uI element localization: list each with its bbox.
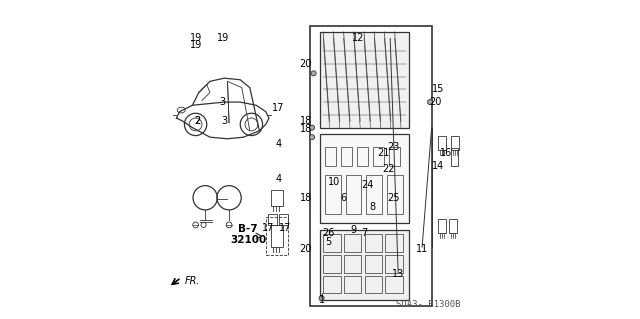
Bar: [324, 147, 336, 166]
Bar: [279, 214, 288, 225]
Text: 2: 2: [194, 116, 200, 126]
Bar: [323, 234, 340, 252]
Bar: [438, 136, 446, 150]
Text: 20: 20: [300, 59, 312, 69]
Circle shape: [310, 125, 315, 130]
Bar: [344, 255, 362, 273]
Circle shape: [226, 222, 232, 228]
Text: 24: 24: [362, 180, 374, 190]
Text: SDA3- B1300B: SDA3- B1300B: [396, 300, 460, 309]
Bar: [449, 219, 457, 233]
Text: 16: 16: [440, 148, 452, 158]
Text: 11: 11: [416, 244, 428, 254]
Bar: [323, 255, 340, 273]
Text: 5: 5: [325, 237, 331, 248]
Bar: [365, 234, 382, 252]
Bar: [271, 190, 284, 206]
Bar: [323, 276, 340, 293]
Bar: [344, 234, 362, 252]
Bar: [344, 276, 362, 293]
Text: 19: 19: [216, 33, 229, 43]
Bar: [387, 175, 403, 214]
Bar: [451, 148, 458, 166]
Bar: [310, 26, 431, 306]
Text: 22: 22: [382, 164, 395, 174]
Text: 14: 14: [432, 161, 444, 171]
Text: 17: 17: [273, 103, 285, 114]
Text: 15: 15: [432, 84, 444, 94]
Circle shape: [428, 100, 433, 105]
Text: 6: 6: [341, 193, 347, 203]
Bar: [385, 255, 403, 273]
Text: B-7
32100: B-7 32100: [230, 224, 266, 245]
Bar: [271, 225, 284, 247]
Text: 26: 26: [322, 228, 334, 238]
Text: 23: 23: [387, 142, 399, 152]
Bar: [365, 276, 382, 293]
Text: 12: 12: [352, 33, 364, 43]
Text: FR.: FR.: [184, 276, 200, 286]
Bar: [320, 32, 410, 128]
Text: 4: 4: [275, 174, 282, 184]
Bar: [451, 136, 459, 150]
Bar: [385, 234, 403, 252]
Text: 1: 1: [319, 295, 324, 305]
Text: 3: 3: [221, 116, 227, 126]
Text: 8: 8: [369, 202, 376, 212]
Bar: [340, 147, 352, 166]
Text: 7: 7: [362, 228, 368, 238]
Text: 20: 20: [429, 97, 442, 107]
Circle shape: [193, 222, 198, 228]
Bar: [346, 175, 362, 214]
Text: 18: 18: [300, 124, 312, 134]
Circle shape: [310, 135, 315, 140]
Bar: [320, 134, 410, 223]
Bar: [388, 147, 400, 166]
Bar: [266, 217, 288, 255]
Bar: [366, 175, 382, 214]
Text: 18: 18: [300, 193, 312, 203]
Bar: [438, 219, 446, 233]
Text: 19: 19: [189, 33, 202, 43]
Text: 4: 4: [275, 138, 282, 149]
Text: 19: 19: [189, 40, 202, 50]
Text: 21: 21: [378, 148, 390, 158]
Bar: [324, 175, 340, 214]
Text: 25: 25: [387, 193, 399, 203]
Bar: [372, 147, 384, 166]
Text: 18: 18: [300, 116, 312, 126]
Bar: [320, 230, 410, 300]
Text: 13: 13: [392, 269, 404, 279]
Text: 2: 2: [194, 116, 200, 126]
Bar: [356, 147, 368, 166]
Bar: [385, 276, 403, 293]
Text: 17: 17: [279, 223, 291, 233]
Circle shape: [319, 296, 324, 301]
Text: 17: 17: [262, 223, 275, 233]
Text: 20: 20: [300, 244, 312, 254]
Text: 9: 9: [351, 225, 356, 235]
Bar: [365, 255, 382, 273]
Bar: [268, 214, 277, 225]
Text: 3: 3: [220, 97, 226, 107]
Circle shape: [311, 71, 316, 76]
Text: 10: 10: [328, 177, 340, 187]
